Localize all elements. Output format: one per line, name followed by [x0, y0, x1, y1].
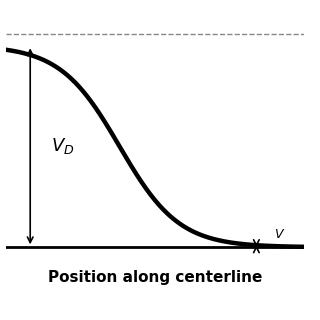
Text: Position along centerline: Position along centerline: [48, 270, 262, 285]
Text: $V$: $V$: [274, 228, 285, 241]
Text: $V_D$: $V_D$: [51, 136, 75, 156]
